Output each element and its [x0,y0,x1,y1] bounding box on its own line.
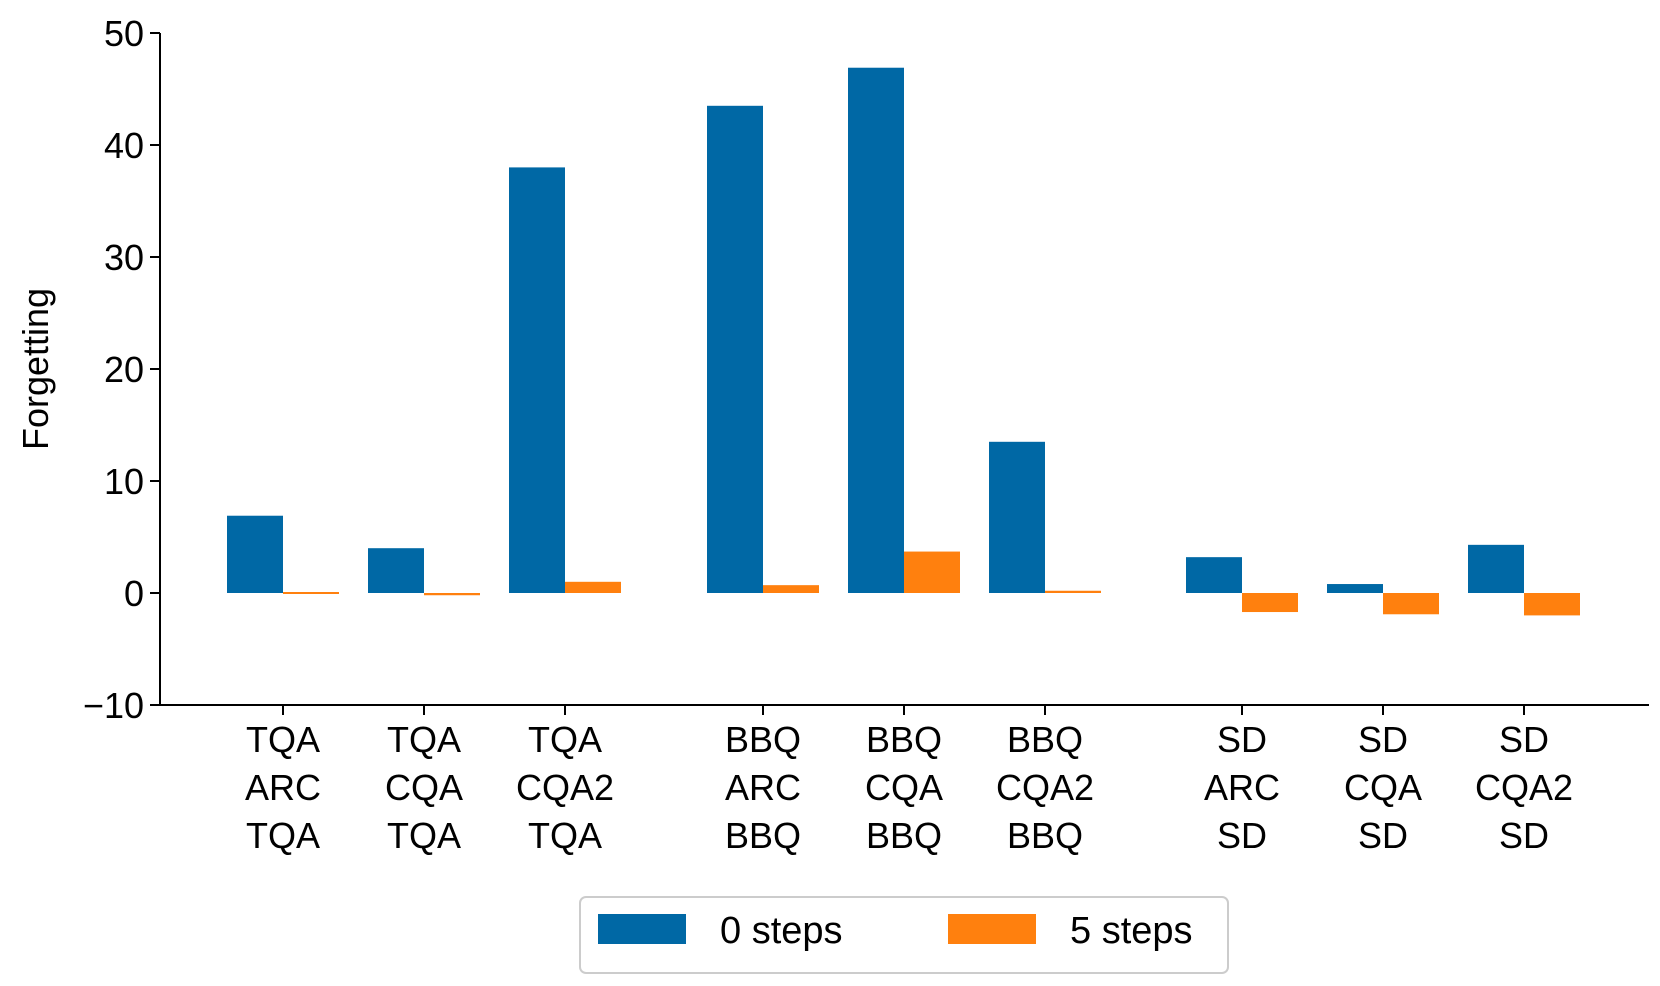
x-tick-label: CQA [865,767,943,808]
bar-0-steps-6 [1186,557,1242,593]
bar-0-steps-7 [1327,584,1383,593]
x-tick-label: TQA [528,719,602,760]
x-tick-label: CQA2 [996,767,1094,808]
x-tick-label: CQA2 [516,767,614,808]
bar-0-steps-0 [227,515,283,593]
legend-swatch-5-steps [948,914,1036,944]
x-tick-label: SD [1358,815,1408,856]
y-tick-label: −10 [83,685,144,726]
x-tick-label: ARC [245,767,321,808]
bars [227,67,1580,616]
bar-5-steps-2 [565,581,621,593]
plot-area: −10 0 10 20 30 40 50 TQA ARC TQA TQA CQA TQA TQA CQA2… [15,13,1649,856]
x-tick-label: BBQ [1007,719,1083,760]
bar-0-steps-8 [1468,544,1524,593]
bar-0-steps-2 [509,167,565,593]
x-tick-label: CQA [1344,767,1422,808]
x-tick-label: BBQ [866,815,942,856]
x-tick-label: BBQ [725,719,801,760]
bar-0-steps-5 [989,441,1045,593]
y-tick-label: 10 [104,461,144,502]
bar-5-steps-3 [763,585,819,593]
bar-5-steps-5 [1045,590,1101,593]
bar-5-steps-1 [424,593,480,596]
x-tick-label: CQA [385,767,463,808]
x-tick-label: ARC [1204,767,1280,808]
x-tick-label: ARC [725,767,801,808]
x-tick-label: BBQ [866,719,942,760]
legend: 0 steps 5 steps [579,896,1229,974]
y-axis-label: Forgetting [15,288,56,450]
bar-5-steps-4 [904,551,960,593]
y-tick-label: 40 [104,125,144,166]
x-tick-label: BBQ [725,815,801,856]
x-tick-label: TQA [246,815,320,856]
bar-5-steps-6 [1242,593,1298,613]
y-tick-label: 0 [124,573,144,614]
legend-swatch-0-steps [598,914,686,944]
legend-label-5-steps: 5 steps [1070,910,1193,952]
bar-5-steps-8 [1524,593,1580,616]
legend-label-0-steps: 0 steps [720,910,843,952]
x-tick-label: SD [1217,719,1267,760]
bar-0-steps-1 [368,548,424,593]
x-tick-label: CQA2 [1475,767,1573,808]
x-tick-label: BBQ [1007,815,1083,856]
x-tick-label: SD [1499,815,1549,856]
y-tick-label: 50 [104,13,144,54]
bar-5-steps-7 [1383,593,1439,615]
bar-5-steps-0 [283,592,339,594]
legend-box [579,896,1229,974]
y-tick-label: 20 [104,349,144,390]
x-tick-label: TQA [246,719,320,760]
bar-0-steps-4 [848,67,904,594]
y-tick-label: 30 [104,237,144,278]
x-tick-label: SD [1217,815,1267,856]
bar-0-steps-3 [707,105,763,594]
x-tick-label: TQA [387,719,461,760]
x-tick-label: SD [1499,719,1549,760]
y-ticks: −10 0 10 20 30 40 50 [83,13,160,726]
x-tick-label: TQA [387,815,461,856]
x-ticks: TQA ARC TQA TQA CQA TQA TQA CQA2 TQA BBQ ARC BBQ BBQ… [245,705,1573,856]
x-tick-label: SD [1358,719,1408,760]
x-tick-label: TQA [528,815,602,856]
